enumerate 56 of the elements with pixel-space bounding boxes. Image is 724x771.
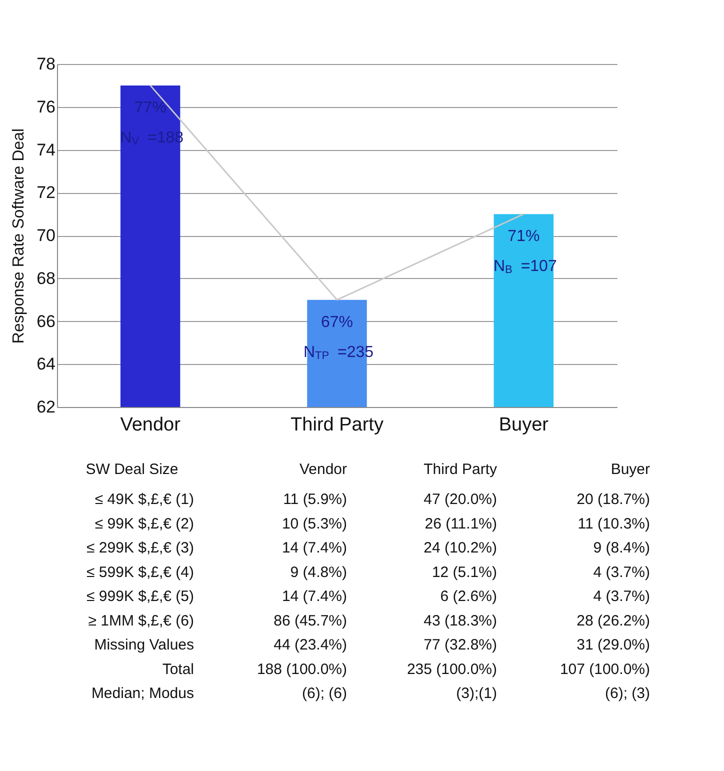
y-tick-label: 72: [36, 183, 56, 202]
y-tick-label: 70: [36, 226, 56, 245]
text: 43 (18.3%): [424, 612, 497, 630]
category-label: ≤ 999K $,£,€ (5): [86, 588, 194, 605]
category-label: ≤ 599K $,£,€ (4): [86, 564, 194, 581]
text: SW Deal Size: [86, 461, 178, 478]
text: (6); (3): [605, 685, 650, 702]
text: 188 (100.0%): [256, 660, 347, 678]
text: 14 (7.4%): [282, 588, 347, 605]
category-label: ≤ 49K $,£,€ (1): [94, 491, 194, 508]
y-tick-label: 78: [36, 54, 56, 74]
text: 4 (3.7%): [593, 564, 650, 581]
text: 10 (5.3%): [282, 515, 347, 532]
text: 11 (5.9%): [283, 491, 347, 508]
text: 77 (32.8%): [424, 636, 497, 654]
text: 12 (5.1%): [432, 564, 497, 581]
text: (6); (6): [302, 685, 347, 702]
text: 235 (100.0%): [406, 660, 497, 678]
data-label: 67%: [320, 314, 354, 331]
y-tick-label: 64: [36, 354, 56, 374]
text: 6 (2.6%): [440, 588, 497, 605]
category-label: Vendor: [299, 461, 347, 478]
text: (3);(1): [456, 685, 497, 702]
x-tick-label: Vendor: [120, 414, 182, 436]
y-tick-label: 68: [36, 268, 56, 288]
category-label: ≥ 1MM $,£,€ (6): [88, 612, 194, 630]
category-label: Total: [162, 660, 194, 678]
text: 44 (23.4%): [274, 636, 347, 654]
y-tick-label: 62: [36, 398, 56, 416]
data-label: 71%: [508, 228, 540, 246]
text: 86 (45.7%): [274, 612, 347, 630]
text: 20 (18.7%): [576, 491, 650, 508]
y-tick-label: 74: [36, 140, 56, 160]
text: 11 (10.3%): [578, 515, 650, 532]
text: 14 (7.4%): [282, 540, 347, 556]
category-label: ≤ 99K $,£,€ (2): [94, 515, 194, 532]
y-axis-title: Response Rate Software Deal: [10, 128, 28, 344]
text: 9 (4.8%): [290, 564, 347, 581]
category-label: Missing Values: [94, 636, 194, 654]
data-label: 77%: [134, 99, 166, 116]
text: 26 (11.1%): [424, 515, 497, 532]
text: 107 (100.0%): [560, 660, 650, 678]
category-label: Buyer: [610, 461, 650, 478]
category-label: ≤ 299K $,£,€ (3): [86, 540, 194, 556]
y-tick-label: 76: [36, 97, 56, 116]
y-tick-label: 66: [36, 312, 56, 331]
text: 9 (8.4%): [593, 540, 650, 556]
text: 4 (3.7%): [593, 588, 650, 605]
x-tick-label: Buyer: [498, 414, 550, 436]
text: 31 (29.0%): [576, 636, 650, 654]
category-label: Third Party: [424, 461, 498, 478]
x-tick-label: Third Party: [290, 414, 384, 436]
category-label: Median; Modus: [91, 685, 194, 702]
text: 47 (20.0%): [424, 491, 497, 508]
text: 24 (10.2%): [424, 540, 497, 556]
text: 28 (26.2%): [576, 612, 650, 630]
